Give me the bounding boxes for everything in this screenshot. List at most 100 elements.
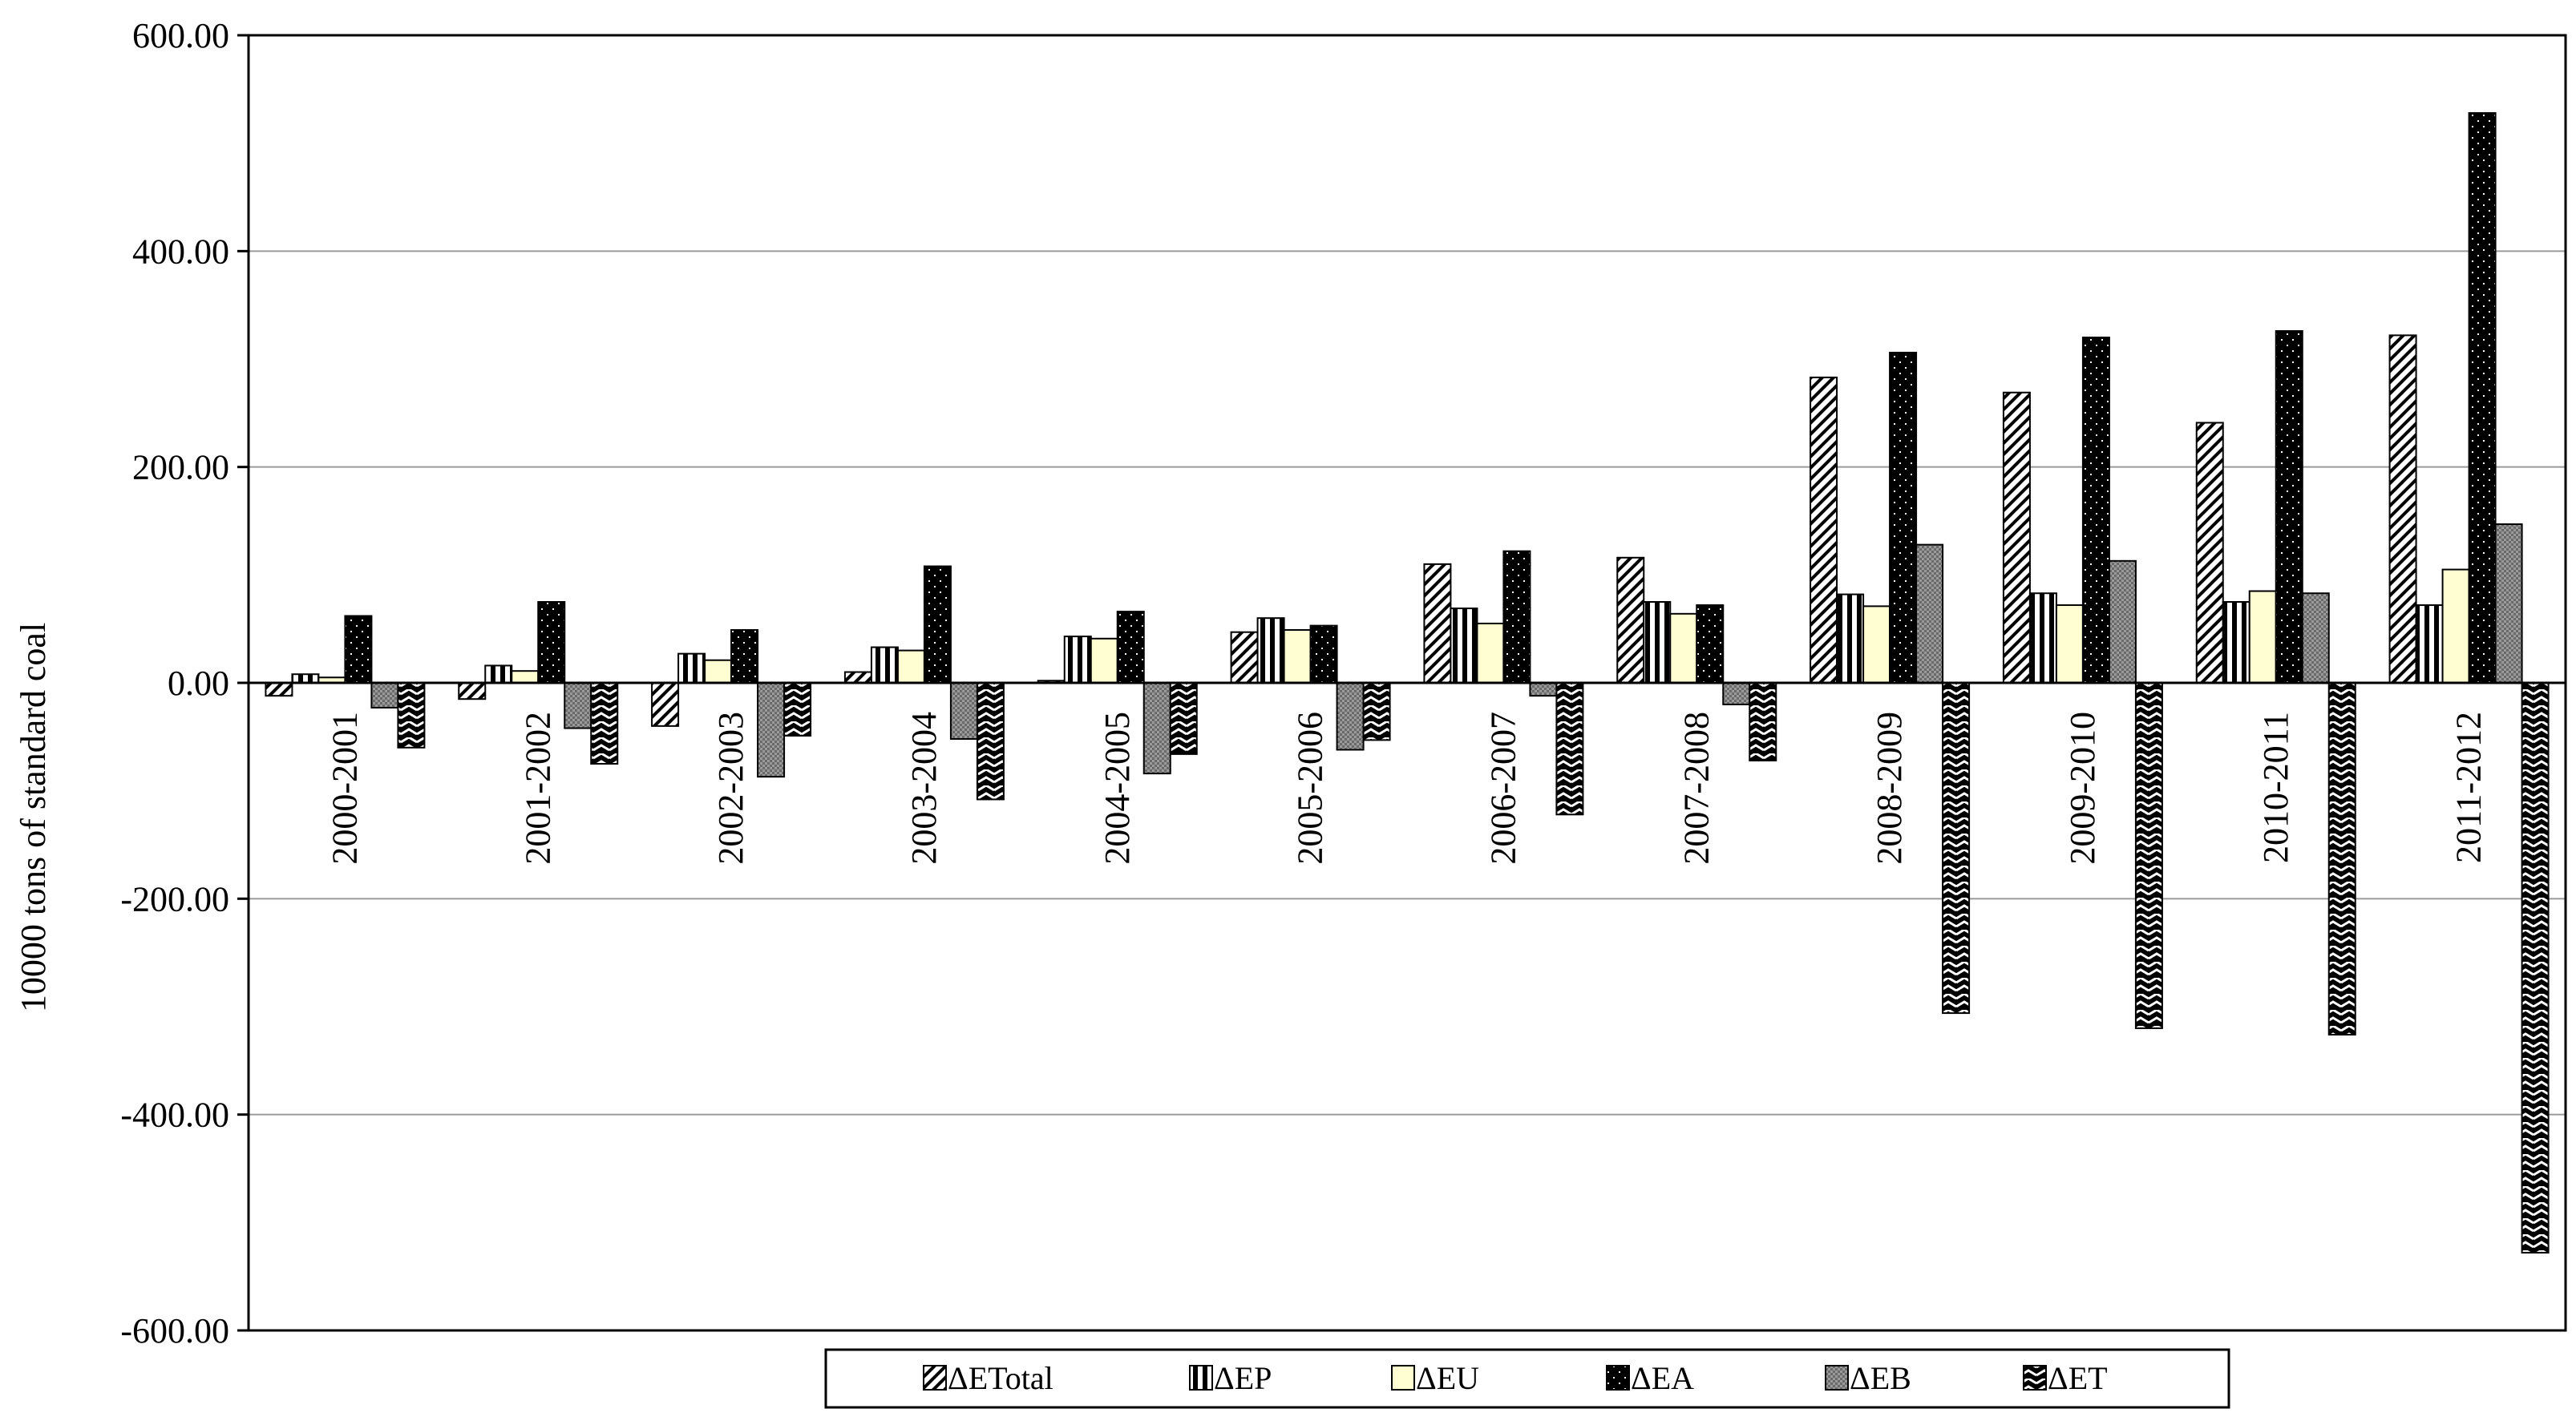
bar-ΔEP-2006-2007 — [1450, 608, 1478, 684]
x-tick-label: 2004-2005 — [1098, 712, 1137, 865]
legend-label-ΔETotal: ΔETotal — [948, 1360, 1053, 1396]
bar-ΔET-2004-2005 — [1169, 682, 1198, 755]
bar-ΔEU-2003-2004 — [896, 649, 925, 684]
bar-ΔEU-2004-2005 — [1090, 637, 1118, 684]
y-tick-label: -400.00 — [120, 1096, 229, 1135]
y-tick-label: -600.00 — [120, 1311, 229, 1350]
legend-label-ΔEB: ΔEB — [1850, 1360, 1911, 1396]
legend-label-ΔEA: ΔEA — [1631, 1360, 1694, 1396]
bar-ΔEU-2007-2008 — [1669, 612, 1698, 684]
legend-swatch-ΔETotal — [923, 1365, 947, 1391]
x-tick-label: 2009-2010 — [2063, 712, 2102, 865]
bar-ΔETotal-2006-2007 — [1423, 563, 1452, 684]
bar-ΔEU-2006-2007 — [1476, 622, 1505, 684]
bar-ΔEB-2006-2007 — [1529, 682, 1558, 697]
x-tick-label: 2008-2009 — [1870, 712, 1909, 865]
bar-ΔEA-2011-2012 — [2468, 111, 2497, 684]
bar-ΔEB-2002-2003 — [757, 682, 786, 778]
bar-ΔEB-2010-2011 — [2301, 592, 2330, 684]
legend-swatch-ΔEP — [1189, 1365, 1213, 1391]
bar-ΔETotal-2003-2004 — [843, 671, 872, 684]
bar-ΔEA-2007-2008 — [1696, 604, 1725, 684]
legend-swatch-ΔEU — [1391, 1365, 1415, 1391]
bar-ΔEU-2002-2003 — [704, 659, 733, 684]
x-tick-label: 2001-2002 — [518, 712, 557, 865]
legend-frame — [824, 1348, 2230, 1409]
bar-ΔEU-2008-2009 — [1862, 605, 1891, 684]
bar-ΔEB-2004-2005 — [1142, 682, 1171, 775]
y-tick-label: -200.00 — [120, 879, 229, 918]
bar-ΔET-2010-2011 — [2327, 682, 2356, 1036]
bar-ΔEU-2001-2002 — [511, 670, 540, 684]
bar-ΔEA-2010-2011 — [2275, 329, 2303, 684]
bar-ΔEB-2003-2004 — [949, 682, 978, 741]
bar-ΔEP-2004-2005 — [1063, 636, 1092, 684]
bar-ΔEA-2006-2007 — [1502, 550, 1531, 684]
bar-ΔETotal-2008-2009 — [1810, 376, 1838, 684]
bar-ΔEP-2001-2002 — [484, 664, 513, 684]
bar-ΔEB-2000-2001 — [370, 682, 399, 708]
bar-ΔEP-2005-2006 — [1256, 617, 1285, 684]
bar-ΔEP-2002-2003 — [677, 652, 706, 684]
bar-ΔEB-2008-2009 — [1915, 543, 1944, 684]
bar-ΔEA-2003-2004 — [923, 565, 952, 684]
bar-ΔETotal-2010-2011 — [2195, 422, 2224, 684]
bar-ΔET-2003-2004 — [976, 682, 1005, 801]
bar-ΔEP-2011-2012 — [2415, 604, 2444, 684]
bar-ΔEA-2001-2002 — [537, 601, 566, 684]
bar-ΔEU-2011-2012 — [2441, 568, 2470, 684]
y-tick-label: 400.00 — [132, 232, 229, 271]
bar-ΔEU-2010-2011 — [2248, 590, 2277, 684]
bar-ΔEA-2009-2010 — [2081, 337, 2110, 684]
bar-ΔEP-2008-2009 — [1836, 593, 1865, 684]
bar-ΔEP-2010-2011 — [2222, 601, 2250, 684]
y-tick-label: 0.00 — [168, 664, 229, 703]
y-axis-label: 10000 tons of standard coal — [14, 623, 53, 1012]
bar-ΔEB-2001-2002 — [564, 682, 592, 729]
legend-swatch-ΔEA — [1606, 1365, 1630, 1391]
bar-ΔETotal-2001-2002 — [458, 682, 487, 700]
legend-label-ΔEU: ΔEU — [1416, 1360, 1479, 1396]
bar-ΔEU-2005-2006 — [1283, 629, 1312, 684]
legend-label-ΔET: ΔET — [2048, 1360, 2108, 1396]
bar-ΔEA-2002-2003 — [730, 629, 759, 684]
bar-ΔET-2001-2002 — [590, 682, 619, 765]
bar-ΔEB-2011-2012 — [2494, 523, 2523, 684]
bar-ΔET-2009-2010 — [2134, 682, 2163, 1029]
bar-ΔEP-2000-2001 — [291, 673, 320, 684]
bar-ΔEA-2005-2006 — [1309, 624, 1338, 684]
x-tick-label: 2010-2011 — [2256, 712, 2295, 863]
bar-ΔETotal-2002-2003 — [651, 682, 680, 727]
x-tick-label: 2011-2012 — [2449, 712, 2489, 863]
x-tick-label: 2002-2003 — [711, 712, 750, 865]
bar-ΔET-2000-2001 — [397, 682, 426, 749]
bar-ΔET-2005-2006 — [1362, 682, 1391, 741]
x-tick-label: 2000-2001 — [325, 712, 364, 865]
bar-ΔETotal-2000-2001 — [265, 682, 293, 697]
y-tick-label: 600.00 — [132, 16, 229, 55]
x-tick-label: 2005-2006 — [1291, 712, 1330, 865]
bar-ΔEA-2004-2005 — [1116, 611, 1145, 684]
bar-ΔEB-2009-2010 — [2108, 559, 2137, 684]
legend-swatch-ΔET — [2023, 1365, 2047, 1391]
bar-ΔETotal-2007-2008 — [1616, 556, 1645, 684]
x-axis-ticks: 2000-2001 2001-2002 2002-2003 2003-2004 2004… — [325, 712, 2488, 865]
bar-ΔET-2008-2009 — [1942, 682, 1971, 1015]
bar-ΔETotal-2005-2006 — [1230, 631, 1259, 684]
bar-ΔEU-2009-2010 — [2055, 604, 2084, 684]
legend-swatch-ΔEB — [1825, 1365, 1849, 1391]
legend: ΔETotal ΔEP ΔEU ΔEA ΔEB ΔET — [824, 1348, 2230, 1409]
x-tick-label: 2007-2008 — [1676, 712, 1716, 865]
bar-ΔEB-2007-2008 — [1722, 682, 1751, 705]
bar-ΔET-2006-2007 — [1555, 682, 1584, 816]
bar-ΔET-2002-2003 — [783, 682, 812, 737]
bar-ΔEP-2009-2010 — [2028, 592, 2057, 684]
y-axis-ticks: 600.00 400.00 200.00 0.00 -200.00 -400.00 -600… — [120, 16, 249, 1350]
bar-ΔEA-2000-2001 — [344, 615, 373, 684]
legend-label-ΔEP: ΔEP — [1214, 1360, 1272, 1396]
bar-ΔEB-2005-2006 — [1336, 682, 1365, 751]
x-tick-label: 2006-2007 — [1483, 712, 1523, 865]
x-tick-label: 2003-2004 — [904, 712, 944, 865]
bar-ΔET-2011-2012 — [2521, 682, 2550, 1254]
